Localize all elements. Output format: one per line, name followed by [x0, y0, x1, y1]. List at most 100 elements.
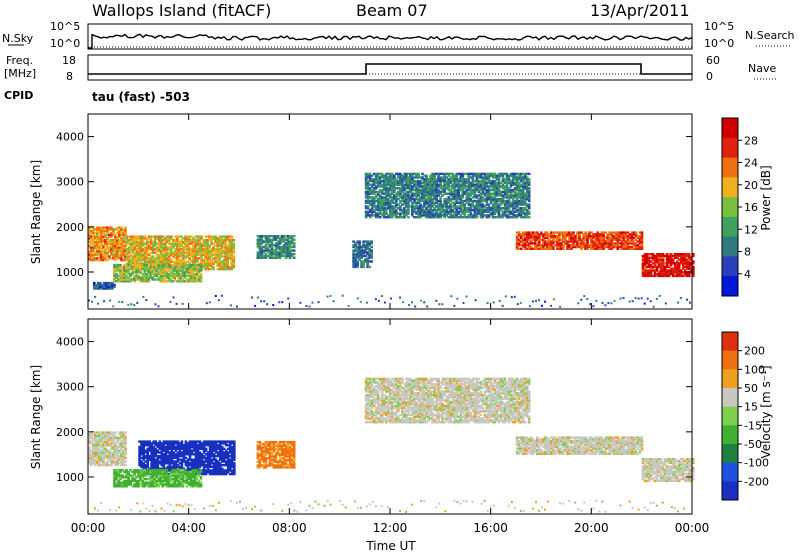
velocity-cell	[92, 453, 95, 456]
power-cell	[92, 231, 95, 235]
power-cell	[145, 269, 148, 272]
velocity-cell	[160, 507, 163, 510]
power-cell	[425, 183, 428, 186]
power-cell	[112, 249, 115, 253]
power-cell	[362, 249, 365, 252]
power-cell	[191, 280, 195, 283]
power-cell	[145, 244, 149, 247]
power-cell	[495, 178, 499, 181]
power-cell	[628, 247, 632, 250]
power-cell	[683, 263, 687, 267]
power-cell	[218, 258, 221, 262]
power-cell	[686, 258, 689, 261]
power-cell	[441, 203, 444, 206]
power-cell	[179, 278, 183, 281]
power-cell	[262, 240, 266, 243]
velocity-cell	[592, 507, 595, 510]
power-cell	[501, 185, 505, 188]
power-cell	[558, 247, 561, 250]
power-cell	[511, 205, 515, 208]
power-cell	[517, 172, 521, 176]
power-cell	[121, 265, 124, 269]
power-cell	[192, 244, 195, 247]
velocity-cell	[130, 508, 133, 511]
power-cell	[175, 271, 179, 274]
power-cell	[527, 192, 531, 195]
power-cell	[385, 183, 388, 186]
velocity-cell	[124, 453, 127, 456]
power-cell	[645, 271, 649, 274]
power-cell	[121, 269, 124, 272]
power-cell	[133, 246, 137, 249]
power-cell	[90, 237, 93, 240]
power-cell	[284, 242, 288, 245]
power-cell	[393, 194, 396, 197]
power-cell	[274, 244, 278, 247]
power-cell	[523, 196, 527, 199]
power-cell	[98, 226, 101, 229]
power-cell	[356, 254, 359, 258]
power-cell	[598, 247, 601, 250]
power-cell	[166, 235, 169, 238]
power-cell	[505, 194, 509, 197]
power-cell	[258, 247, 262, 250]
power-cell	[451, 196, 454, 199]
power-cell	[521, 196, 525, 199]
power-cell	[453, 198, 456, 201]
power-cell	[264, 247, 268, 250]
power-cell	[634, 297, 637, 299]
velocity-cell	[110, 463, 113, 467]
power-cell	[387, 187, 390, 190]
power-cell	[288, 244, 292, 247]
power-cell	[429, 201, 432, 204]
nave-label: Nave	[748, 62, 776, 75]
power-cell	[647, 262, 651, 265]
velocity-cell	[108, 433, 111, 436]
power-cell	[368, 196, 372, 199]
velocity-cell	[122, 433, 125, 436]
power-cell	[439, 179, 442, 183]
power-cell	[645, 272, 649, 276]
power-cell	[521, 212, 525, 215]
power-cell	[127, 263, 130, 267]
power-cell	[370, 188, 374, 192]
power-cell	[153, 267, 156, 270]
power-cell	[469, 183, 473, 186]
power-cell	[513, 210, 517, 213]
power-cell	[487, 172, 491, 176]
power-cell	[415, 198, 418, 201]
power-cell	[137, 265, 140, 269]
power-cell	[268, 251, 272, 254]
power-cell	[467, 172, 471, 176]
velocity-cell	[673, 507, 676, 510]
power-cell	[108, 226, 111, 229]
power-cell	[158, 240, 161, 244]
power-cell	[98, 246, 101, 249]
power-cell	[284, 251, 288, 254]
power-cell	[529, 233, 533, 236]
power-cell	[129, 239, 133, 242]
power-cell	[230, 244, 233, 247]
power-cell	[133, 255, 137, 258]
power-cell	[423, 194, 426, 197]
power-cell	[368, 260, 371, 263]
power-cell	[541, 304, 543, 307]
power-cell	[185, 271, 189, 274]
power-cell	[116, 239, 119, 242]
power-cell	[431, 183, 434, 186]
power-cell	[378, 179, 382, 183]
velocity-cell	[98, 453, 101, 456]
power-cell	[655, 265, 659, 269]
power-cell	[127, 239, 131, 242]
power-cell	[413, 185, 416, 188]
power-cell	[106, 237, 109, 240]
power-cell	[688, 262, 691, 265]
power-cell	[366, 244, 369, 247]
velocity-cell	[90, 463, 93, 467]
power-cell	[403, 201, 406, 204]
power-cell	[679, 254, 683, 258]
power-cell	[268, 244, 272, 247]
power-cell	[622, 245, 626, 249]
velocity-cell	[513, 506, 516, 509]
velocity-cell	[98, 460, 101, 463]
